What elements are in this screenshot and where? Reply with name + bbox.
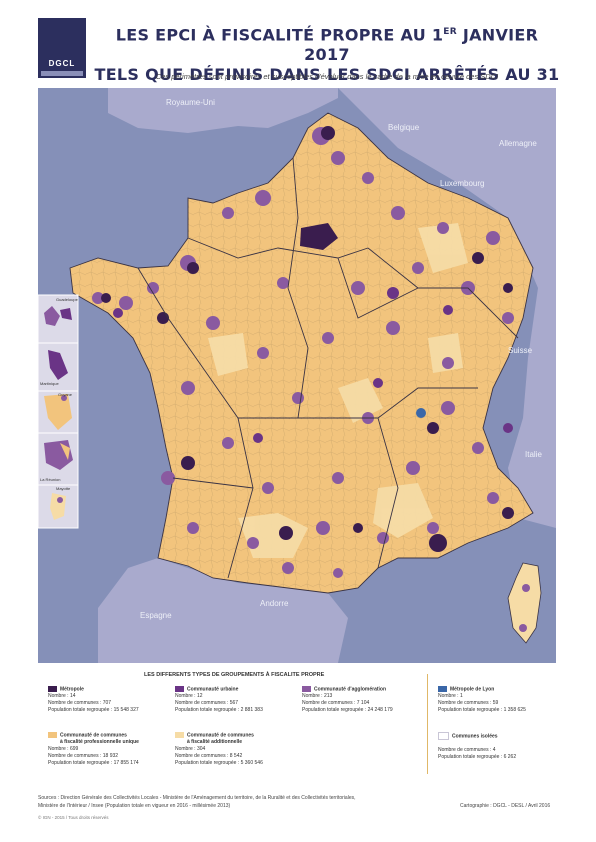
sources: Sources : Direction Générale des Collect… [38,794,458,810]
inset-label-mayotte: Mayotte [56,486,71,491]
swatch-cc-additionnelle [175,732,184,738]
label-andorre: Andorre [260,599,289,608]
logo-text: DGCL [48,59,76,68]
inset-label-reunion: La Réunion [40,477,60,482]
title-line-1: LES EPCI À FISCALITÉ PROPRE AU 1ER JANVI… [115,25,539,65]
sources-line-1: Sources : Direction Générale des Collect… [38,795,356,801]
inset-panels [38,294,79,529]
legend-communes-isolees: Communes isolées Nombre de communes : 4 … [438,732,517,761]
corsica [507,562,542,644]
label-espagne: Espagne [140,611,172,620]
metropole-areas [101,126,514,552]
region-borders [137,157,519,579]
sources-line-2: Ministère de l'Intérieur / Insee (Popula… [38,803,231,809]
page-title: LES EPCI À FISCALITÉ PROPRE AU 1ER JANVI… [92,22,562,105]
communaute-urbaine-areas [113,287,513,443]
swatch-metropole [48,686,57,692]
dgcl-logo: DGCL [38,18,86,78]
swatch-communaute-urbaine [175,686,184,692]
legend-metropole-lyon: Métropole de Lyon Nombre : 1 Nombre de c… [438,686,526,714]
legend-title: LES DIFFERENTS TYPES DE GROUPEMENTS À FI… [144,672,325,678]
logo-underline [41,71,83,76]
cartography-credit: Cartographie : DGCL - DESL / Avril 2016 [460,803,551,809]
legend-metropole: Métropole Nombre : 14 Nombre de communes… [48,686,139,714]
legend-cc-additionnelle: Communauté de communes à fiscalité addit… [175,732,263,767]
label-suisse: Suisse [508,346,533,355]
swatch-agglomeration [302,686,311,692]
copyright: © IGN - 2015 / Tous droits réservés [38,815,109,820]
label-italie: Italie [525,450,542,459]
inset-label-guadeloupe: Guadeloupe [56,297,79,302]
inset-label-guyane: Guyane [58,392,73,397]
neighbor-east [338,88,556,528]
swatch-cc-fpu [48,732,57,738]
label-belgique: Belgique [388,123,420,132]
subtitle: Ces périmètres sont provisoires et susce… [155,72,499,81]
map-legend: LES DIFFERENTS TYPES DE GROUPEMENTS À FI… [38,668,556,780]
epci-map: Guadeloupe Martinique Guyane La Réunion … [38,88,556,663]
cc-additionnelle-areas [208,223,468,558]
swatch-communes-isolees [438,732,449,740]
swatch-metropole-lyon [438,686,447,692]
legend-communaute-urbaine: Communauté urbaine Nombre : 12 Nombre de… [175,686,263,714]
legend-separator [427,674,428,774]
legend-cc-fpu: Communauté de communes à fiscalité profe… [48,732,139,767]
neighbor-uk [108,88,338,133]
label-luxembourg: Luxembourg [440,179,484,188]
inset-label-martinique: Martinique [40,381,59,386]
neighbor-spain [98,558,348,663]
metropole-de-lyon [416,408,426,418]
label-allemagne: Allemagne [499,139,537,148]
legend-agglomeration: Communauté d'agglomération Nombre : 213 … [302,686,393,714]
label-royaume-uni: Royaume-Uni [166,98,215,107]
